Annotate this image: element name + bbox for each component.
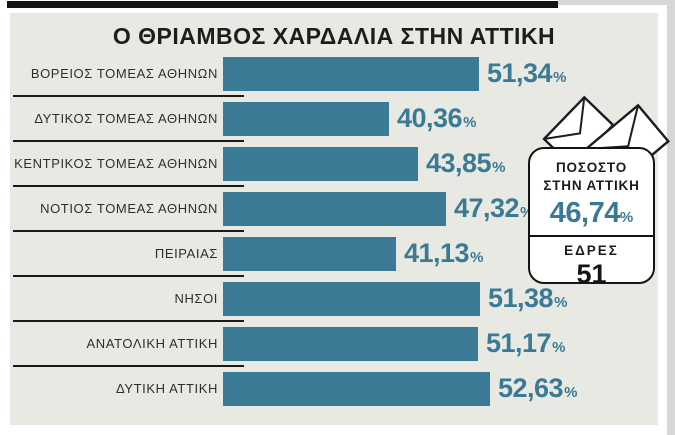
summary-caption: ΠΟΣΟΣΤΟ ΣΤΗΝ ΑΤΤΙΚΗ — [543, 160, 640, 194]
bar — [223, 326, 478, 361]
chart-title: Ο ΘΡΙΑΜΒΟΣ ΧΑΡΔΑΛΙΑ ΣΤΗΝ ΑΤΤΙΚΗ — [112, 23, 556, 49]
bar-row: ΝΗΣΟΙ 51,38% — [10, 276, 658, 322]
bar — [223, 146, 418, 181]
seats-label: ΕΔΡΕΣ — [564, 243, 619, 259]
bar-value: 47,32% — [454, 193, 534, 223]
page-right-edge — [667, 0, 675, 435]
bar-row: ΔΥΤΙΚΗ ΑΤΤΙΚΗ 52,63% — [10, 366, 658, 411]
row-separator — [13, 320, 244, 322]
chart-panel: Ο ΘΡΙΑΜΒΟΣ ΧΑΡΔΑΛΙΑ ΣΤΗΝ ΑΤΤΙΚΗ ΒΟΡΕΙΟΣ … — [10, 13, 670, 425]
bar — [223, 191, 446, 226]
bar-label: ΑΝΑΤΟΛΙΚΗ ΑΤΤΙΚΗ — [86, 336, 218, 351]
row-separator — [13, 140, 244, 142]
bar-row: ΚΕΝΤΡΙΚΟΣ ΤΟΜΕΑΣ ΑΘΗΝΩΝ 43,85% — [10, 141, 658, 187]
bar — [223, 236, 396, 271]
bar-value: 40,36% — [397, 103, 477, 133]
row-separator — [13, 185, 244, 187]
bar-value: 52,63% — [498, 373, 578, 403]
row-separator — [13, 365, 244, 367]
bar-rows: ΒΟΡΕΙΟΣ ΤΟΜΕΑΣ ΑΘΗΝΩΝ 51,34% ΔΥΤΙΚΟΣ ΤΟΜ… — [10, 51, 658, 411]
bar-row: ΝΟΤΙΟΣ ΤΟΜΕΑΣ ΑΘΗΝΩΝ 47,32% — [10, 186, 658, 232]
bar-row: ΒΟΡΕΙΟΣ ΤΟΜΕΑΣ ΑΘΗΝΩΝ 51,34% — [10, 51, 658, 97]
page-top-edge — [558, 0, 675, 5]
bar-label: ΔΥΤΙΚΗ ΑΤΤΙΚΗ — [116, 381, 218, 396]
bar-label: ΚΕΝΤΡΙΚΟΣ ΤΟΜΕΑΣ ΑΘΗΝΩΝ — [14, 156, 218, 171]
top-rule — [7, 1, 558, 8]
bar-value: 51,17% — [486, 328, 566, 358]
bar — [223, 371, 490, 406]
bar-value: 43,85% — [426, 148, 506, 178]
row-separator — [13, 275, 244, 277]
bar-value: 51,38% — [488, 283, 568, 313]
bar-value: 41,13% — [404, 238, 484, 268]
bar-label: ΝΗΣΟΙ — [174, 291, 218, 306]
summary-seats: ΕΔΡΕΣ 51 — [530, 235, 653, 284]
bar-row: ΑΝΑΤΟΛΙΚΗ ΑΤΤΙΚΗ 51,17% — [10, 321, 658, 367]
row-separator — [13, 95, 244, 97]
bar-label: ΝΟΤΙΟΣ ΤΟΜΕΑΣ ΑΘΗΝΩΝ — [40, 201, 218, 216]
bar-row: ΔΥΤΙΚΟΣ ΤΟΜΕΑΣ ΑΘΗΝΩΝ 40,36% — [10, 96, 658, 142]
bar — [223, 281, 480, 316]
bar-value: 51,34% — [487, 58, 567, 88]
bar-label: ΒΟΡΕΙΟΣ ΤΟΜΕΑΣ ΑΘΗΝΩΝ — [30, 66, 218, 81]
row-separator — [13, 230, 244, 232]
bar — [223, 56, 479, 91]
seats-value: 51 — [576, 259, 607, 284]
bar-row: ΠΕΙΡΑΙΑΣ 41,13% — [10, 231, 658, 277]
bar — [223, 101, 389, 136]
bar-label: ΔΥΤΙΚΟΣ ΤΟΜΕΑΣ ΑΘΗΝΩΝ — [34, 111, 218, 126]
summary-percent: 46,74% — [549, 197, 634, 230]
bar-label: ΠΕΙΡΑΙΑΣ — [154, 246, 218, 261]
summary-panel: ΠΟΣΟΣΤΟ ΣΤΗΝ ΑΤΤΙΚΗ 46,74% ΕΔΡΕΣ 51 — [528, 147, 655, 284]
